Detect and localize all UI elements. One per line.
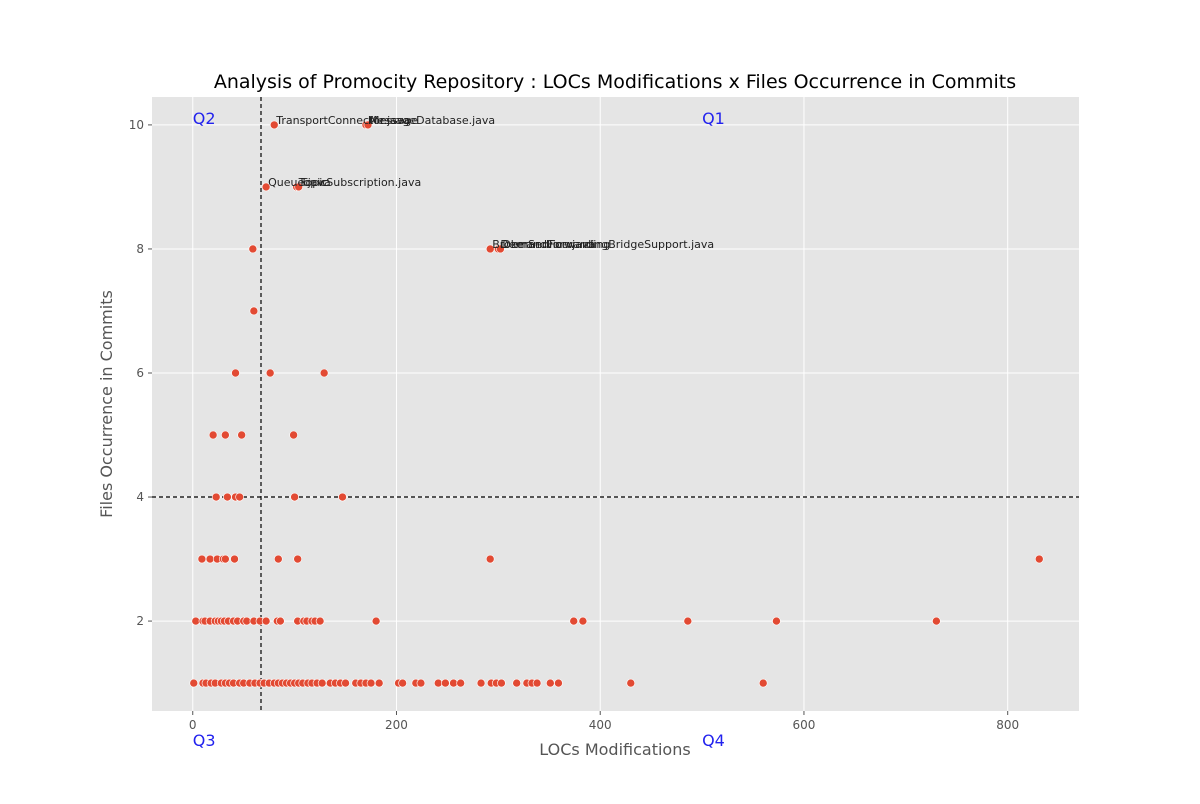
- labeled-scatter-point: [269, 120, 279, 130]
- scatter-point: [265, 368, 275, 378]
- labeled-scatter-point: [363, 120, 373, 130]
- scatter-point: [261, 616, 271, 626]
- scatter-point: [416, 678, 426, 688]
- scatter-point: [248, 244, 258, 254]
- scatter-point: [578, 616, 588, 626]
- scatter-point: [366, 678, 376, 688]
- scatter-point: [341, 678, 350, 688]
- scatter-point: [758, 678, 768, 688]
- scatter-point: [211, 492, 221, 502]
- scatter-point: [208, 430, 218, 440]
- scatter-point: [497, 678, 506, 688]
- data-points: [189, 120, 1044, 688]
- y-tick-label: 6: [136, 366, 144, 380]
- scatter-point: [290, 492, 299, 502]
- scatter-point: [398, 678, 407, 688]
- scatter-point: [237, 430, 246, 440]
- scatter-point: [485, 554, 495, 564]
- scatter-point: [289, 430, 298, 440]
- scatter-point: [235, 492, 244, 502]
- scatter-point: [569, 616, 579, 626]
- scatter-point: [932, 616, 941, 626]
- threshold-lines: [152, 97, 1079, 711]
- scatter-point: [276, 616, 285, 626]
- quadrant-labels: Q2 Q1 Q3 Q4: [193, 109, 725, 750]
- scatter-point: [433, 678, 443, 688]
- point-label: Queue.java: [268, 176, 331, 189]
- y-axis-label: Files Occurrence in Commits: [97, 290, 116, 518]
- scatter-point: [683, 616, 693, 626]
- scatter-point: [371, 616, 381, 626]
- chart-title: Analysis of Promocity Repository : LOCs …: [214, 71, 1016, 93]
- scatter-point: [441, 678, 450, 688]
- point-labels: TransportConnector.javaMessageDatabase.j…: [268, 114, 714, 251]
- scatter-point: [476, 678, 486, 688]
- labeled-scatter-point: [261, 182, 271, 192]
- point-label: TopicSubscription.java: [298, 176, 422, 189]
- scatter-point: [554, 678, 563, 688]
- x-axis-label: LOCs Modifications: [539, 740, 690, 759]
- scatter-point: [242, 616, 252, 626]
- scatter-point: [205, 554, 215, 564]
- quadrant-label: Q4: [702, 731, 725, 750]
- x-tick-label: 600: [793, 718, 816, 732]
- scatter-point: [317, 678, 327, 688]
- point-label: BrokerService.java: [492, 238, 595, 251]
- scatter-point: [546, 678, 555, 688]
- scatter-point: [230, 554, 239, 564]
- scatter-point: [374, 678, 384, 688]
- point-label: MessageDatabase.java: [368, 114, 495, 127]
- scatter-point: [456, 678, 465, 688]
- y-tick-label: 10: [129, 118, 144, 132]
- scatter-point: [231, 368, 240, 378]
- scatter-point: [512, 678, 521, 688]
- point-label: Topic: [300, 176, 329, 189]
- scatter-point: [319, 368, 329, 378]
- y-tick-label: 8: [136, 242, 144, 256]
- plot-background: [152, 97, 1079, 711]
- x-tick-label: 200: [385, 718, 408, 732]
- quadrant-label: Q1: [702, 109, 725, 128]
- point-label: DemandForwarding: [502, 238, 610, 251]
- scatter-point: [626, 678, 636, 688]
- scatter-point: [338, 492, 347, 502]
- scatter-point: [293, 554, 302, 564]
- scatter-point: [532, 678, 542, 688]
- scatter-point: [223, 492, 232, 502]
- scatter-point: [1034, 554, 1044, 564]
- y-tick-label: 2: [136, 614, 144, 628]
- point-label: Message: [370, 114, 418, 127]
- scatter-point: [449, 678, 458, 688]
- x-tick-label: 0: [189, 718, 197, 732]
- axis-ticks: 0 200 400 600 800 2 4 6 8 10: [129, 118, 1019, 732]
- scatter-point: [189, 678, 199, 688]
- quadrant-label: Q3: [193, 731, 216, 750]
- scatter-point: [191, 616, 201, 626]
- scatter-point: [221, 430, 230, 440]
- scatter-point: [772, 616, 781, 626]
- labeled-scatter-point: [294, 182, 303, 192]
- point-label: TransportConnector.java: [275, 114, 410, 127]
- point-label: DemandForwardingBridgeSupport.java: [500, 238, 714, 251]
- scatter-point: [249, 306, 259, 316]
- scatter-point: [315, 616, 325, 626]
- labeled-scatter-point: [496, 244, 505, 254]
- scatter-point: [197, 554, 207, 564]
- quadrant-label: Q2: [193, 109, 216, 128]
- x-tick-label: 800: [996, 718, 1019, 732]
- scatter-point: [274, 554, 283, 564]
- y-tick-label: 4: [136, 490, 144, 504]
- x-tick-label: 400: [589, 718, 612, 732]
- scatter-point: [221, 554, 230, 564]
